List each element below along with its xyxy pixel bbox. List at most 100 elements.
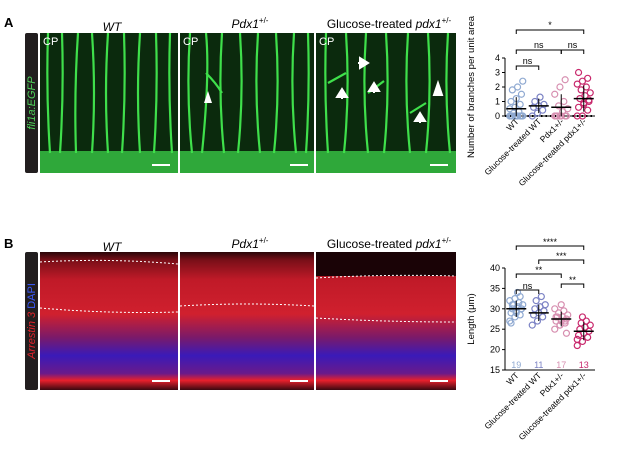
panel-b-image-glucose-pdx1: [316, 252, 456, 390]
svg-text:CP: CP: [319, 36, 334, 48]
sig-bracket: [515, 29, 585, 34]
data-point: [513, 83, 522, 91]
panel-a-image-wt: CP: [40, 33, 178, 173]
data-point: [507, 319, 515, 327]
data-point: [562, 329, 571, 337]
sample-count: 13: [579, 360, 589, 370]
sig-bracket: [515, 65, 540, 70]
data-point: [551, 305, 559, 313]
sig-label: ***: [556, 251, 567, 261]
sig-label: ****: [543, 237, 558, 247]
sig-bracket: [560, 49, 585, 54]
data-point: [558, 108, 567, 116]
panel-b-sidebar: Arrestin 3 DAPI: [25, 252, 38, 390]
panel-a-sidebar: fli1a:EGFP: [25, 33, 38, 173]
data-point: [584, 106, 592, 114]
y-tick-label: 35: [490, 283, 500, 293]
data-point: [556, 321, 564, 329]
sig-bracket: [515, 49, 562, 54]
data-point: [511, 103, 519, 111]
data-point: [533, 317, 542, 325]
data-point: [560, 307, 568, 315]
panel-b-letter: B: [4, 236, 14, 251]
data-point: [517, 90, 526, 98]
sig-label: ns: [523, 56, 533, 66]
data-point: [585, 96, 593, 104]
panel-b-sidebar-label: Arrestin 3 DAPI: [25, 283, 38, 359]
vessel-image-glucose-pdx1: CP: [316, 33, 456, 173]
panel-a-title-pdx1: Pdx1+/-: [231, 16, 269, 31]
data-point: [584, 74, 592, 82]
data-point: [513, 288, 522, 297]
data-point: [561, 317, 569, 325]
panel-a-sidebar-label: fli1a:EGFP: [25, 76, 38, 130]
panel-b-title-pdx1: Pdx1+/-: [231, 236, 269, 251]
data-point: [574, 103, 583, 111]
vessel-image-wt: CP: [40, 33, 178, 173]
x-tick-label: WT: [504, 370, 520, 386]
y-tick-label: 25: [490, 324, 500, 334]
data-point: [508, 301, 516, 309]
panel-b-image-pdx1: [180, 252, 314, 390]
data-point: [586, 321, 594, 329]
panel-b-image-wt: [40, 252, 178, 390]
y-tick-label: 2: [495, 82, 500, 92]
data-point: [573, 335, 581, 344]
cp-label: CP: [43, 36, 58, 48]
data-point: [519, 301, 527, 309]
data-point: [582, 317, 590, 325]
y-tick-label: 30: [490, 304, 500, 314]
data-point: [519, 112, 527, 120]
data-point: [578, 313, 587, 321]
data-point: [578, 77, 587, 85]
sig-bracket: [515, 273, 562, 278]
y-tick-label: 40: [490, 263, 500, 273]
data-point: [516, 100, 524, 109]
data-point: [531, 97, 539, 106]
y-tick-label: 20: [490, 345, 500, 355]
sig-label: *: [548, 20, 552, 30]
y-tick-label: 4: [495, 53, 500, 63]
panel-a-image-glucose-pdx1: CP: [316, 33, 456, 173]
sig-bracket: [515, 289, 540, 294]
data-point: [578, 112, 587, 120]
data-point: [573, 112, 581, 120]
panel-a-image-pdx1: CP: [180, 33, 314, 173]
data-point: [564, 105, 572, 113]
panel-a-letter: A: [4, 15, 14, 30]
y-tick-label: 15: [490, 365, 500, 375]
svg-text:CP: CP: [183, 36, 198, 48]
y-tick-label: 0: [495, 111, 500, 121]
sig-label: ns: [534, 40, 544, 50]
data-point: [532, 297, 540, 305]
sample-count: 19: [511, 360, 521, 370]
vessel-image-pdx1: CP: [180, 33, 314, 173]
sig-label: ns: [568, 40, 578, 50]
y-axis-label: Length (μm): [466, 293, 477, 344]
data-point: [574, 68, 583, 77]
data-point: [551, 90, 559, 98]
data-point: [573, 80, 581, 88]
panel-a-title-wt: WT: [102, 20, 122, 34]
sig-label: **: [569, 275, 577, 285]
y-axis-label: Number of branches per unit area: [466, 15, 477, 158]
panel-a-title-glucose-pdx1: Glucose-treated pdx1+/-: [326, 16, 452, 31]
sig-label: **: [535, 265, 543, 275]
data-point: [507, 97, 515, 106]
data-point: [552, 317, 560, 325]
sig-bracket: [515, 245, 585, 250]
data-point: [551, 325, 559, 333]
data-point: [557, 301, 565, 309]
sample-count: 11: [534, 360, 543, 370]
data-point: [586, 89, 594, 97]
data-point: [553, 112, 561, 120]
y-tick-label: 1: [495, 97, 500, 107]
data-point: [573, 341, 581, 350]
data-point: [564, 311, 572, 319]
data-point: [536, 93, 544, 101]
panel-b-title-wt: WT: [102, 240, 122, 254]
y-tick-label: 3: [495, 68, 500, 78]
data-point: [561, 76, 569, 84]
